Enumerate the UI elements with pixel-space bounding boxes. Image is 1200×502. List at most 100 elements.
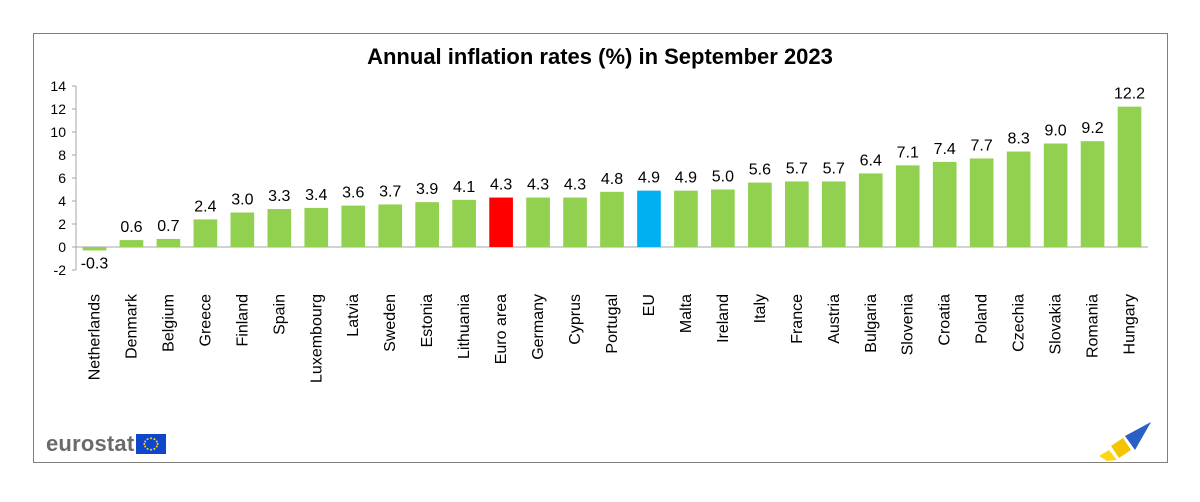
bar-greece[interactable] bbox=[193, 219, 218, 247]
category-label: Bulgaria bbox=[863, 294, 880, 353]
bar-germany[interactable] bbox=[526, 197, 550, 247]
data-label: 8.3 bbox=[1007, 131, 1029, 148]
bar-eu[interactable] bbox=[637, 190, 661, 247]
category-label: Euro area bbox=[493, 294, 510, 364]
bar-latvia[interactable] bbox=[341, 205, 366, 247]
data-label: 5.0 bbox=[712, 169, 734, 186]
y-tick-label: 0 bbox=[58, 239, 66, 255]
bar-bulgaria[interactable] bbox=[858, 173, 883, 247]
bar-lithuania[interactable] bbox=[452, 199, 476, 247]
category-label: Netherlands bbox=[86, 294, 103, 380]
bar-estonia[interactable] bbox=[415, 202, 440, 247]
y-tick-label: 14 bbox=[50, 78, 66, 94]
category-label: Ireland bbox=[715, 294, 732, 343]
bar-spain[interactable] bbox=[267, 209, 292, 247]
chart-title: Annual inflation rates (%) in September … bbox=[367, 44, 833, 69]
data-label: 4.3 bbox=[564, 177, 586, 194]
data-label: 3.7 bbox=[379, 183, 401, 200]
category-label: Latvia bbox=[345, 294, 362, 337]
bar-belgium[interactable] bbox=[156, 238, 181, 247]
bar-denmark[interactable] bbox=[119, 240, 144, 247]
data-label: 4.9 bbox=[675, 170, 697, 187]
data-label: 4.1 bbox=[453, 179, 475, 196]
bar-france[interactable] bbox=[784, 181, 809, 247]
bar-austria[interactable] bbox=[821, 181, 846, 247]
bar-netherlands[interactable] bbox=[82, 247, 107, 251]
category-label: Greece bbox=[197, 294, 214, 347]
category-label: Italy bbox=[752, 294, 769, 323]
bar-italy[interactable] bbox=[748, 182, 772, 247]
category-label: Malta bbox=[678, 294, 695, 333]
category-label: Portugal bbox=[604, 294, 621, 354]
bar-sweden[interactable] bbox=[378, 204, 403, 247]
eurostat-logo[interactable]: eurostat bbox=[46, 431, 167, 456]
eu-flag-icon bbox=[136, 434, 167, 454]
data-label: 0.6 bbox=[120, 219, 142, 236]
bar-slovenia[interactable] bbox=[895, 165, 920, 247]
y-tick-label: 12 bbox=[50, 101, 66, 117]
category-label: Croatia bbox=[937, 294, 954, 346]
data-label: 9.2 bbox=[1081, 120, 1103, 137]
corner-logo-icon bbox=[1099, 422, 1151, 461]
data-label: 3.3 bbox=[268, 188, 290, 205]
eurostat-wordmark: eurostat bbox=[46, 431, 135, 456]
data-label: 4.9 bbox=[638, 170, 660, 187]
bar-cyprus[interactable] bbox=[563, 197, 587, 247]
data-labels: -0.3 0.6 0.7 2.4 3.0 3.3 3.4 3.6 3.7 3.9 4.1 4.3 4.3… bbox=[81, 86, 1145, 273]
data-label: 5.7 bbox=[823, 160, 845, 177]
category-label: France bbox=[789, 294, 806, 344]
data-label: 7.4 bbox=[934, 141, 956, 158]
bar-hungary[interactable] bbox=[1117, 106, 1142, 247]
bar-ireland[interactable] bbox=[711, 189, 735, 248]
bar-croatia[interactable] bbox=[932, 161, 957, 247]
data-label: 5.7 bbox=[786, 160, 808, 177]
data-label: 6.4 bbox=[860, 152, 882, 169]
category-label: Austria bbox=[826, 294, 843, 344]
data-label: 5.6 bbox=[749, 162, 771, 179]
category-label: Slovenia bbox=[900, 294, 917, 355]
y-tick-label: 10 bbox=[50, 124, 66, 140]
category-labels: Netherlands Denmark Belgium Greece Finland Sp… bbox=[86, 293, 1138, 383]
category-label: Hungary bbox=[1122, 294, 1139, 354]
data-label: 0.7 bbox=[157, 218, 179, 235]
data-label: 12.2 bbox=[1114, 86, 1145, 103]
bar-romania[interactable] bbox=[1080, 141, 1105, 247]
category-label: Slovakia bbox=[1048, 294, 1065, 355]
bar-euro-area[interactable] bbox=[489, 197, 513, 247]
data-label: 2.4 bbox=[194, 198, 216, 215]
data-label: 3.0 bbox=[231, 192, 253, 209]
category-label: Czechia bbox=[1011, 294, 1028, 352]
bar-poland[interactable] bbox=[969, 158, 994, 247]
data-label: 7.7 bbox=[971, 137, 993, 154]
data-label: -0.3 bbox=[81, 255, 109, 272]
y-tick-label: 6 bbox=[58, 170, 66, 186]
data-label: 4.3 bbox=[490, 177, 512, 194]
category-label: Estonia bbox=[419, 294, 436, 347]
category-label: Germany bbox=[530, 294, 547, 360]
bar-luxembourg[interactable] bbox=[304, 207, 329, 247]
category-label: Luxembourg bbox=[308, 294, 325, 383]
bar-malta[interactable] bbox=[674, 190, 698, 247]
category-label: Sweden bbox=[382, 294, 399, 352]
bar-portugal[interactable] bbox=[600, 191, 624, 247]
category-label: EU bbox=[641, 294, 658, 316]
category-label: Lithuania bbox=[456, 294, 473, 359]
category-label: Finland bbox=[234, 294, 251, 346]
bars bbox=[82, 106, 1142, 251]
y-tick-label: 2 bbox=[58, 216, 66, 232]
data-label: 4.8 bbox=[601, 171, 623, 188]
data-label: 9.0 bbox=[1044, 123, 1066, 140]
y-tick-label: 8 bbox=[58, 147, 66, 163]
data-label: 3.4 bbox=[305, 187, 327, 204]
category-label: Belgium bbox=[160, 294, 177, 352]
bar-finland[interactable] bbox=[230, 212, 255, 248]
category-label: Denmark bbox=[123, 293, 140, 359]
category-label: Poland bbox=[974, 294, 991, 344]
category-label: Spain bbox=[271, 294, 288, 335]
data-label: 4.3 bbox=[527, 177, 549, 194]
y-tick-label: 4 bbox=[58, 193, 66, 209]
y-tick-label: -2 bbox=[54, 262, 67, 278]
bar-czechia[interactable] bbox=[1006, 151, 1031, 247]
bar-slovakia[interactable] bbox=[1043, 143, 1068, 248]
